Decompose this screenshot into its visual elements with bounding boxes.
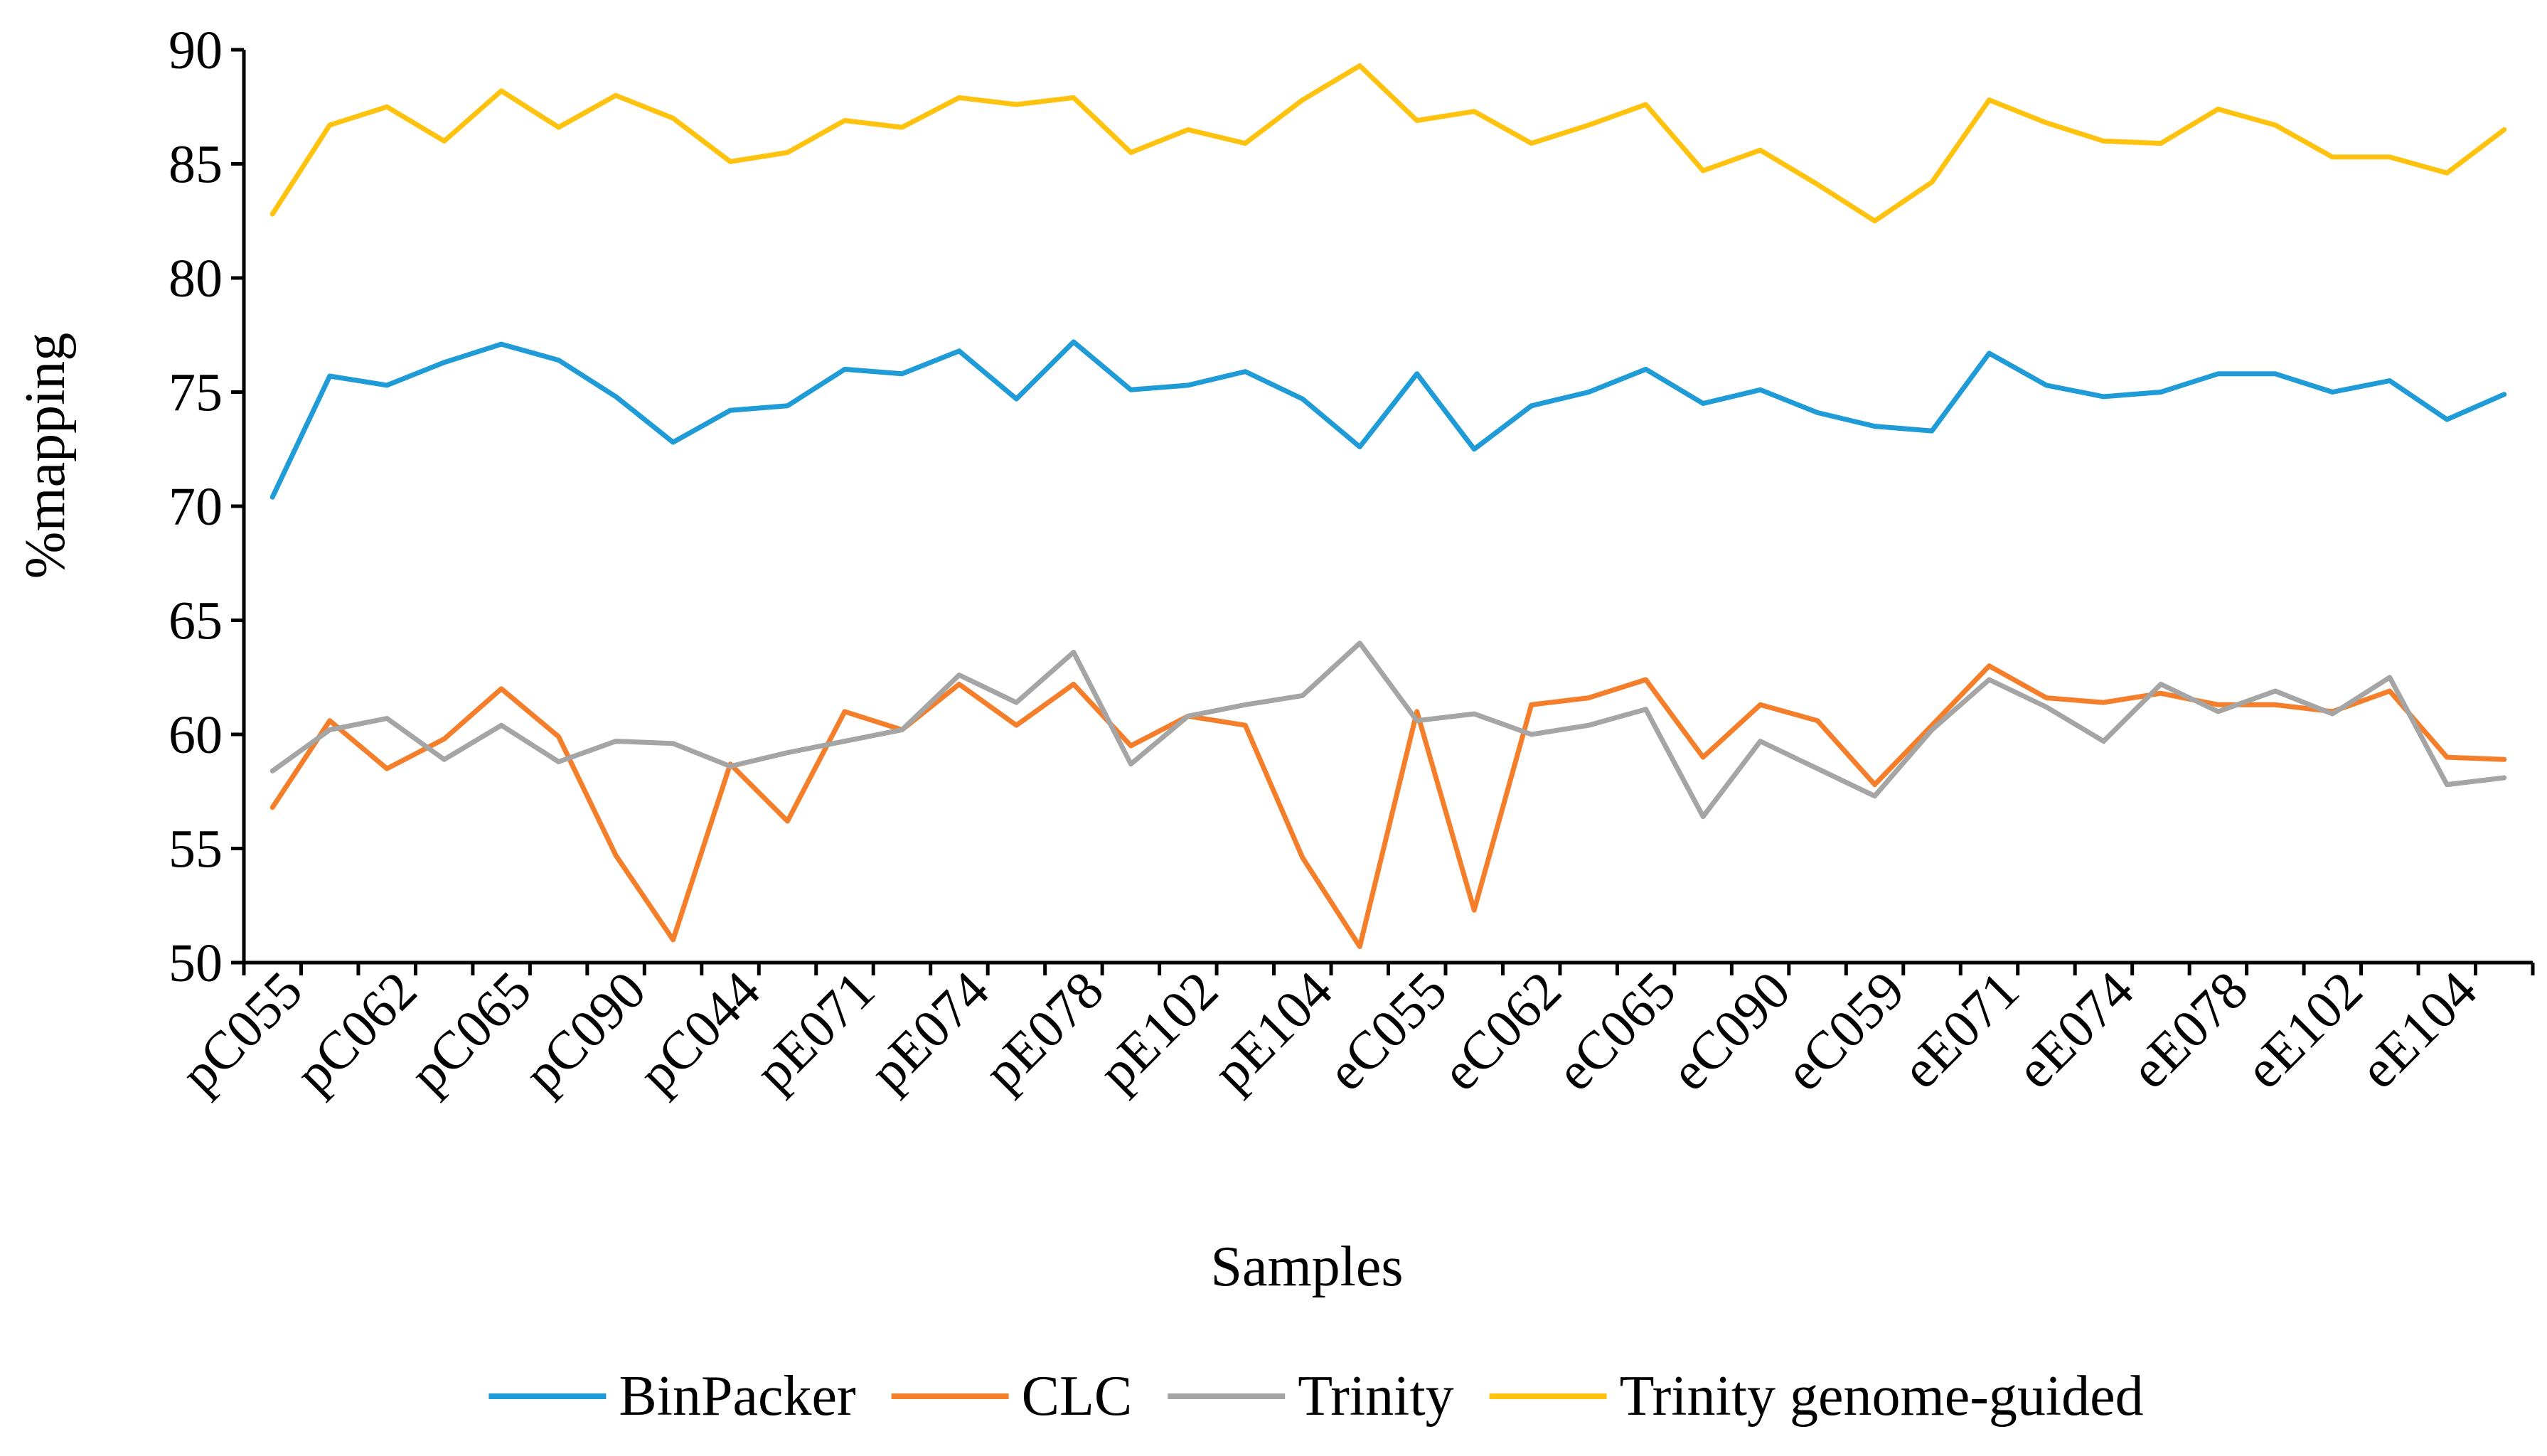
y-tick-label: 60	[169, 705, 223, 765]
legend-label: BinPacker	[619, 1365, 855, 1428]
y-tick-label: 75	[169, 363, 223, 423]
x-tick-label: eC065	[1545, 960, 1687, 1103]
legend: BinPacker CLC Trinity Trinity genome-guided	[488, 1365, 2144, 1428]
y-tick-label: 55	[169, 820, 223, 879]
legend-label: Trinity	[1298, 1365, 1453, 1428]
series-line-trinity	[269, 641, 2507, 820]
y-tick-label: 85	[169, 135, 223, 195]
x-tick-label: pC044	[627, 960, 771, 1105]
x-tick-label: eE104	[2349, 960, 2489, 1101]
y-tick-label: 80	[169, 249, 223, 309]
y-axis: 50 55 60 65 70 75 80 85 90	[169, 21, 246, 993]
x-tick-label: eC090	[1660, 960, 1802, 1103]
y-axis-title: %mapping	[14, 333, 77, 579]
x-tick-label: pE104	[1202, 960, 1344, 1103]
x-tick-label: pC062	[284, 960, 428, 1105]
x-tick-label: eC055	[1316, 960, 1458, 1103]
legend-label: CLC	[1022, 1365, 1133, 1428]
series-line-binpacker	[269, 339, 2507, 500]
series-line-clc	[269, 663, 2507, 949]
x-tick-label: eC062	[1431, 960, 1573, 1103]
y-tick-label: 50	[169, 933, 223, 993]
x-axis-title: Samples	[1210, 1236, 1403, 1298]
x-tick-label: eE071	[1891, 960, 2031, 1101]
legend-item-binpacker: BinPacker	[488, 1365, 856, 1428]
series-lines	[269, 63, 2507, 949]
x-tick-label: pE102	[1087, 960, 1229, 1103]
x-tick-label: eE078	[2120, 960, 2260, 1101]
x-tick-label: eE102	[2234, 960, 2374, 1101]
y-tick-label: 70	[169, 477, 223, 537]
x-tick-label: pC090	[513, 960, 657, 1105]
x-tick-label: pE078	[973, 960, 1115, 1103]
x-tick-label: eC059	[1774, 960, 1916, 1103]
x-tick-label: pC065	[398, 960, 543, 1105]
legend-label: Trinity genome-guided	[1620, 1365, 2144, 1428]
y-tick-label: 90	[169, 21, 223, 80]
series-line-trinity-genome-guided	[269, 63, 2507, 224]
y-tick-label: 65	[169, 592, 223, 651]
x-axis: pC055pC062pC065pC090pC044pE071pE074pE078…	[170, 960, 2535, 1105]
x-tick-label: pE074	[858, 960, 1000, 1103]
x-tick-label: eE074	[2005, 960, 2145, 1101]
x-tick-label: pE071	[744, 960, 886, 1103]
legend-item-trinity-genome-guided: Trinity genome-guided	[1489, 1365, 2144, 1428]
legend-item-clc: CLC	[891, 1365, 1133, 1428]
legend-item-trinity: Trinity	[1168, 1365, 1454, 1428]
